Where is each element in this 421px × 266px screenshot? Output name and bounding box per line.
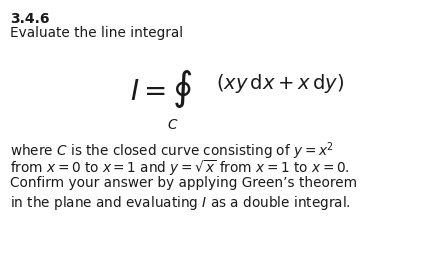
Text: where $C$ is the closed curve consisting of $y = x^2$: where $C$ is the closed curve consisting… [10,140,334,162]
Text: from $x = 0$ to $x = 1$ and $y = \sqrt{x}$ from $x = 1$ to $x = 0$.: from $x = 0$ to $x = 1$ and $y = \sqrt{x… [10,158,349,178]
Text: $C$: $C$ [167,118,179,132]
Text: 3.4.6: 3.4.6 [10,12,50,26]
Text: in the plane and evaluating $I$ as a double integral.: in the plane and evaluating $I$ as a dou… [10,194,351,212]
Text: Evaluate the line integral: Evaluate the line integral [10,26,183,40]
Text: Confirm your answer by applying Green’s theorem: Confirm your answer by applying Green’s … [10,176,357,190]
Text: $I = \oint$: $I = \oint$ [130,68,192,110]
Text: $(xy\,\mathrm{d}x + x\,\mathrm{d}y)$: $(xy\,\mathrm{d}x + x\,\mathrm{d}y)$ [216,72,344,95]
